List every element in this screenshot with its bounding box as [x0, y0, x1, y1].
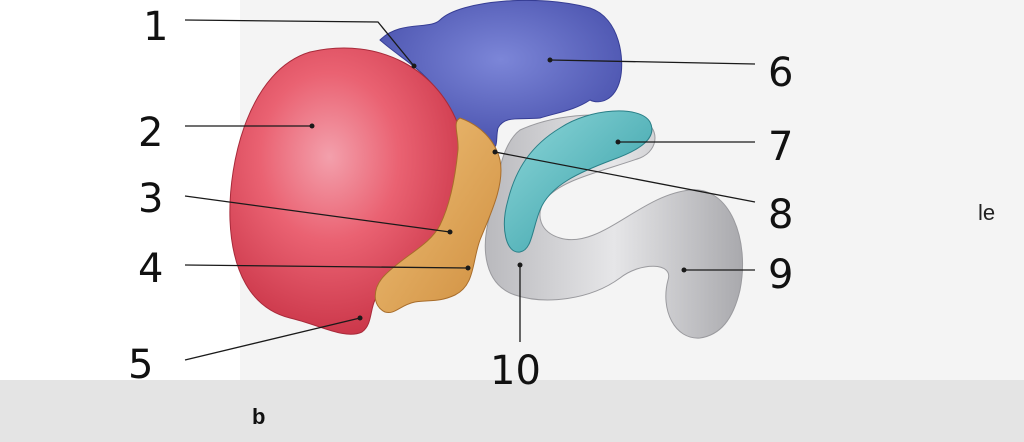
leader-lines [184, 19, 756, 361]
label-7: 7 [768, 124, 793, 170]
leader-dot-8 [492, 149, 498, 155]
label-panel [0, 0, 240, 380]
leader-dot-3 [447, 229, 453, 235]
leader-dot-1 [411, 63, 417, 69]
label-4: 4 [138, 246, 163, 292]
teal-fold-region [503, 110, 653, 253]
label-9: 9 [768, 252, 793, 298]
leader-dot-2 [309, 123, 315, 129]
leader-line-4 [184, 264, 469, 269]
leader-dot-10 [517, 262, 523, 268]
label-6: 6 [768, 50, 793, 96]
label-8: 8 [768, 192, 793, 238]
figure-caption: b [252, 404, 265, 429]
leader-line-8 [494, 151, 756, 203]
leader-dot-4 [465, 265, 471, 271]
leader-line-3 [184, 195, 451, 233]
orange-region [374, 117, 502, 314]
leader-line-5 [184, 317, 361, 361]
leader-line-1 [184, 19, 415, 67]
label-10: 10 [490, 348, 541, 394]
side-text: le [978, 200, 995, 225]
leader-dot-7 [615, 139, 621, 145]
leader-dot-5 [357, 315, 363, 321]
label-2: 2 [138, 110, 163, 156]
leader-line-6 [549, 59, 756, 65]
leader-dot-9 [681, 267, 687, 273]
scan-bottom-edge [0, 380, 1024, 442]
label-1: 1 [143, 4, 168, 50]
label-3: 3 [138, 176, 163, 222]
label-5: 5 [128, 342, 153, 388]
leader-dot-6 [547, 57, 553, 63]
